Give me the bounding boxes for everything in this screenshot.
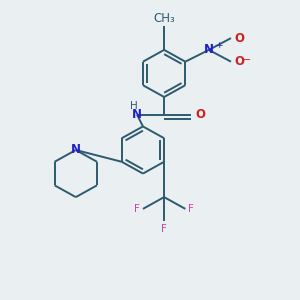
Text: CH₃: CH₃ [153,12,175,25]
Text: O: O [195,108,205,121]
Text: H: H [130,100,137,110]
Text: N: N [71,143,81,157]
Text: O: O [235,32,244,45]
Text: +: + [215,41,223,50]
Text: F: F [188,204,194,214]
Text: N: N [204,44,214,56]
Text: F: F [161,224,167,234]
Text: N: N [132,108,142,121]
Text: O: O [235,55,244,68]
Text: F: F [134,204,140,214]
Text: −: − [243,55,251,65]
